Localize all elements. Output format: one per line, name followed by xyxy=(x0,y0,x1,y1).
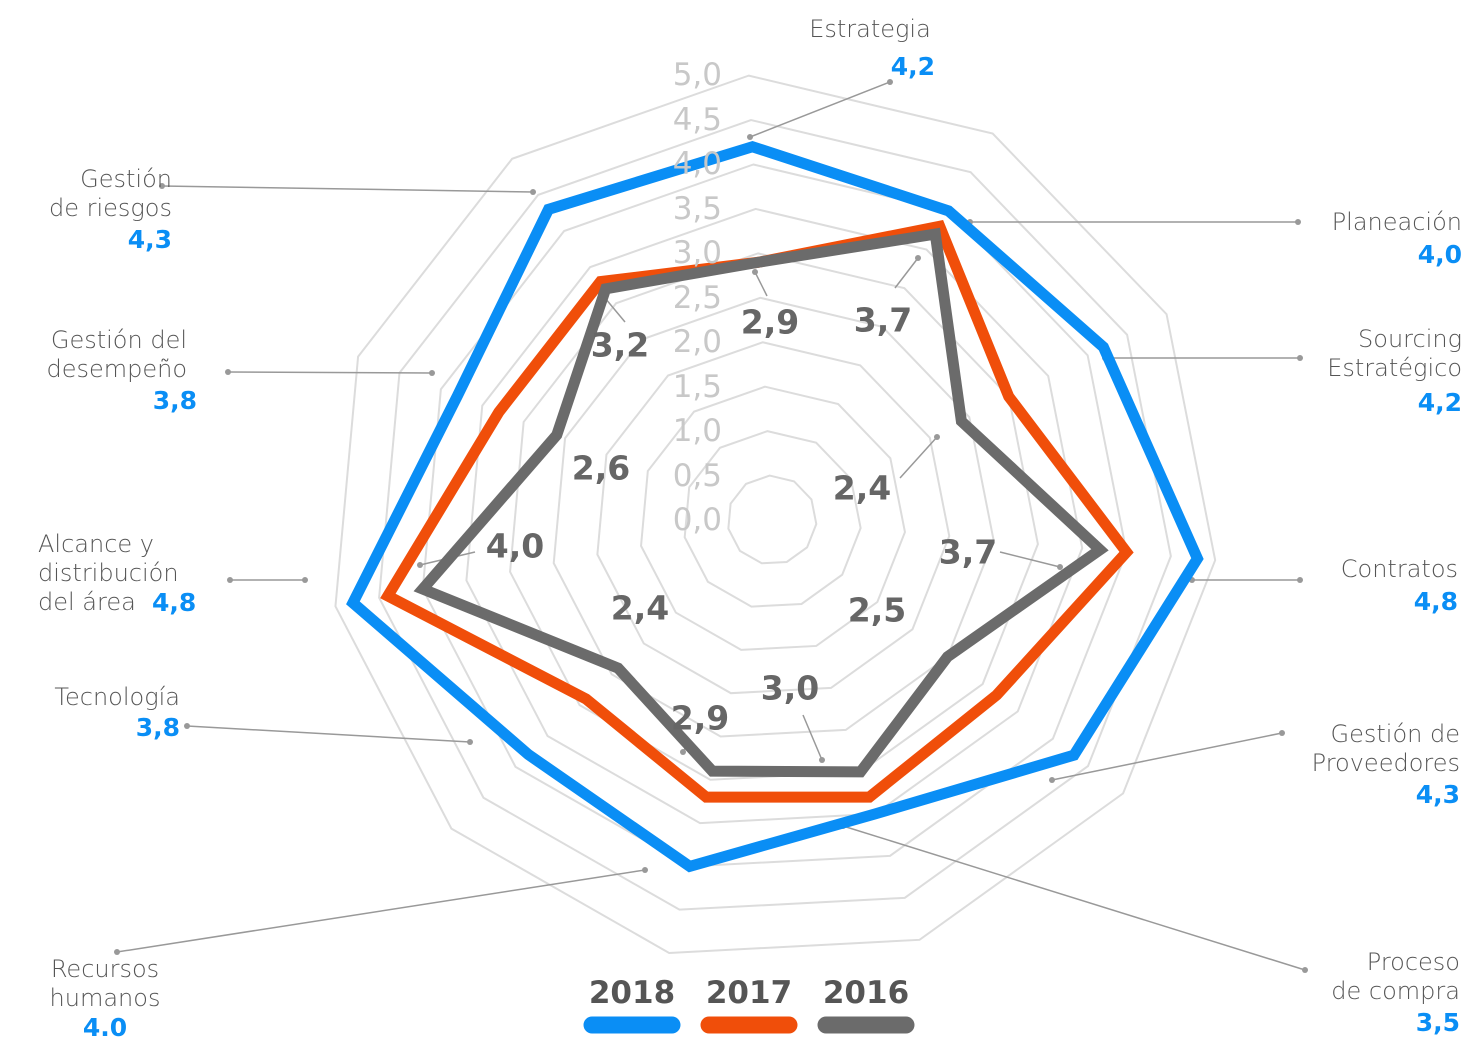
leader-dot xyxy=(819,757,825,763)
leader-dot xyxy=(1297,577,1303,583)
category-label: Proceso de compra xyxy=(1331,948,1460,1005)
leader-line xyxy=(227,371,433,374)
value-label: 4,3 xyxy=(127,225,172,254)
leader-line xyxy=(186,725,471,743)
grid-ring xyxy=(378,119,1172,911)
leader-dot xyxy=(225,369,231,375)
leader-dot xyxy=(934,434,940,440)
category-label: Contratos xyxy=(1340,555,1458,583)
radar-series xyxy=(380,220,1134,803)
value-label: 4,8 xyxy=(1413,587,1458,616)
leader-line xyxy=(749,81,891,138)
radar-series xyxy=(346,140,1204,873)
value-label: 3,2 xyxy=(590,325,650,365)
grid-ring xyxy=(727,474,818,565)
leader-dot xyxy=(1057,564,1063,570)
leader-dot xyxy=(642,867,648,873)
value-label: 2,4 xyxy=(610,588,670,628)
leader-dot xyxy=(752,269,758,275)
r-tick-label: 3,0 xyxy=(672,235,722,271)
leader-line xyxy=(1051,732,1283,781)
value-label: 4,8 xyxy=(152,588,197,617)
leader-line xyxy=(842,825,1306,971)
value-label: 4,2 xyxy=(1417,388,1462,417)
value-label: 4,2 xyxy=(890,52,935,81)
category-label: Estrategia xyxy=(809,15,931,43)
category-label: Alcance y distribución del área xyxy=(38,530,179,616)
value-label: 4,0 xyxy=(485,526,545,566)
value-label: 3,7 xyxy=(853,300,913,340)
grid-ring xyxy=(640,385,906,651)
value-label: 4,3 xyxy=(1415,780,1460,809)
category-label: Gestión de riesgos xyxy=(48,165,172,222)
leader-line xyxy=(161,185,534,193)
r-tick-label: 3,5 xyxy=(672,190,722,227)
leader-line xyxy=(899,436,938,479)
value-label: 2,9 xyxy=(740,302,800,342)
r-tick-label: 4,5 xyxy=(672,101,722,138)
value-label: 3,7 xyxy=(938,532,998,572)
legend-label: 2018 xyxy=(588,975,676,1011)
leader-dot xyxy=(114,949,120,955)
leader-dot xyxy=(1049,777,1055,783)
leader-dot xyxy=(530,189,536,195)
category-label: Planeación xyxy=(1331,208,1462,236)
legend-label: 2016 xyxy=(822,975,910,1011)
leader-dot xyxy=(1295,219,1301,225)
r-tick-label: 2,0 xyxy=(672,324,722,360)
leader-dot xyxy=(429,370,435,376)
value-label: 2,6 xyxy=(571,448,631,488)
r-tick-label: 1,0 xyxy=(672,413,722,449)
r-tick-label: 4,0 xyxy=(672,146,722,182)
value-label: 3,8 xyxy=(152,386,197,415)
value-label: 3,5 xyxy=(1415,1008,1460,1037)
leader-line xyxy=(116,869,646,953)
radar-series xyxy=(413,227,1109,778)
category-label: Gestión del desempeño xyxy=(46,326,187,383)
leader-dot xyxy=(747,134,753,140)
r-tick-label: 5,0 xyxy=(672,57,722,93)
leader-dot xyxy=(184,723,190,729)
value-label: 2,9 xyxy=(670,698,730,738)
leader-dot xyxy=(1302,967,1308,973)
leader-dot xyxy=(915,255,921,261)
legend-label: 2017 xyxy=(705,975,793,1011)
grid-ring xyxy=(596,341,951,695)
r-tick-label: 1,5 xyxy=(672,368,722,405)
r-tick-label: 0,0 xyxy=(672,502,722,538)
category-label: Sourcing Estratégico xyxy=(1327,325,1462,382)
leader-dot xyxy=(680,749,686,755)
leader-dot xyxy=(302,577,308,583)
value-label: 2,5 xyxy=(847,590,907,630)
leader-dot xyxy=(467,739,473,745)
value-label: 2,4 xyxy=(832,468,892,508)
grid-ring xyxy=(421,163,1128,868)
r-tick-label: 0,5 xyxy=(672,457,722,494)
value-label: 4,0 xyxy=(1417,240,1462,269)
leader-dot xyxy=(1297,355,1303,361)
leader-dot xyxy=(417,562,423,568)
leader-line xyxy=(999,551,1061,568)
value-label: 3,8 xyxy=(135,713,180,742)
category-label: Tecnología xyxy=(54,683,180,711)
grid-ring xyxy=(334,74,1217,954)
r-tick-label: 2,5 xyxy=(672,279,722,316)
leader-line xyxy=(802,714,823,761)
leader-dot xyxy=(1279,730,1285,736)
category-label: Gestión de Proveedores xyxy=(1311,720,1460,777)
value-label: 3,0 xyxy=(760,668,820,708)
leader-dot xyxy=(159,183,165,189)
leader-line xyxy=(754,271,768,297)
grid-ring xyxy=(465,207,1084,825)
grid-ring xyxy=(683,430,862,608)
value-label: 4.0 xyxy=(82,1013,128,1041)
leader-dot xyxy=(887,79,893,85)
leader-line xyxy=(894,257,919,289)
category-label: Recursos humanos xyxy=(49,955,161,1012)
leader-dot xyxy=(227,577,233,583)
